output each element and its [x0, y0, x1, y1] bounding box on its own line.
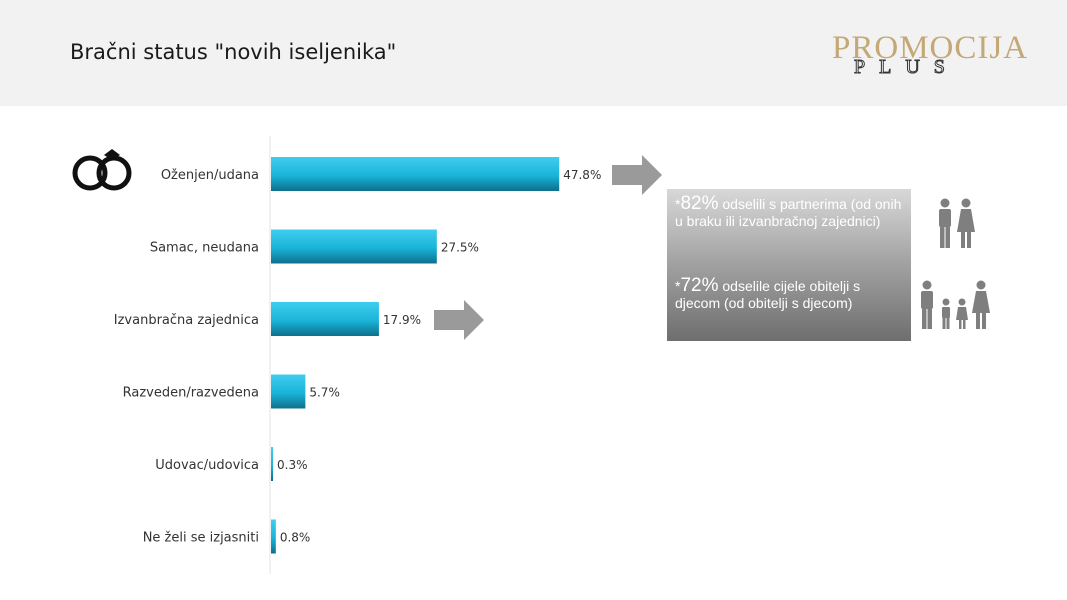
bar	[271, 157, 560, 191]
value-label: 17.9%	[383, 313, 421, 327]
value-label: 0.3%	[277, 458, 308, 472]
stat-asterisk: *	[675, 196, 681, 212]
bar-chart: Oženjen/udana 47.8% Samac, neudana 27.5% Izv…	[114, 136, 601, 574]
stat-asterisk: *	[675, 278, 681, 294]
category-label: Samac, neudana	[150, 241, 259, 256]
value-label: 5.7%	[309, 386, 340, 400]
stat-families: *72% odselile cijele obitelji s djecom (…	[675, 275, 907, 312]
logo-sub-text: PLUS	[854, 56, 959, 79]
category-label: Oženjen/udana	[161, 168, 259, 183]
category-label: Izvanbračna zajednica	[114, 313, 259, 328]
header-band: Bračni status "novih iseljenika" PROMOCI…	[0, 0, 1067, 106]
category-label: Razveden/razvedena	[123, 386, 259, 401]
stat-percent: 82%	[680, 193, 719, 214]
category-label: Ne želi se izjasniti	[143, 531, 259, 546]
logo-main-text: PROMOCIJA	[832, 30, 1029, 66]
couple-icon	[939, 198, 975, 248]
family-icon	[921, 280, 990, 329]
value-label: 47.8%	[563, 168, 601, 182]
stat-text: odselile cijele obitelji s djecom (od ob…	[675, 278, 861, 311]
wedding-rings-icon	[72, 149, 132, 191]
page-title: Bračni status "novih iseljenika"	[70, 40, 397, 64]
stat-percent: 72%	[680, 275, 719, 296]
bar	[271, 519, 276, 554]
stat-partners: *82% odselili s partnerima (od onih u br…	[675, 193, 907, 230]
bar	[271, 302, 379, 336]
bar	[271, 374, 306, 409]
bar	[271, 229, 437, 264]
brand-logo: PROMOCIJA PLUS	[832, 30, 1042, 82]
arrow-right-icon	[434, 300, 484, 340]
arrow-right-icon	[612, 155, 662, 195]
category-label: Udovac/udovica	[155, 458, 259, 473]
value-label: 0.8%	[280, 531, 311, 545]
migration-info-box: *82% odselili s partnerima (od onih u br…	[667, 189, 911, 341]
bar	[271, 447, 273, 481]
stat-text: odselili s partnerima (od onih u braku i…	[675, 196, 902, 229]
value-label: 27.5%	[441, 241, 479, 255]
